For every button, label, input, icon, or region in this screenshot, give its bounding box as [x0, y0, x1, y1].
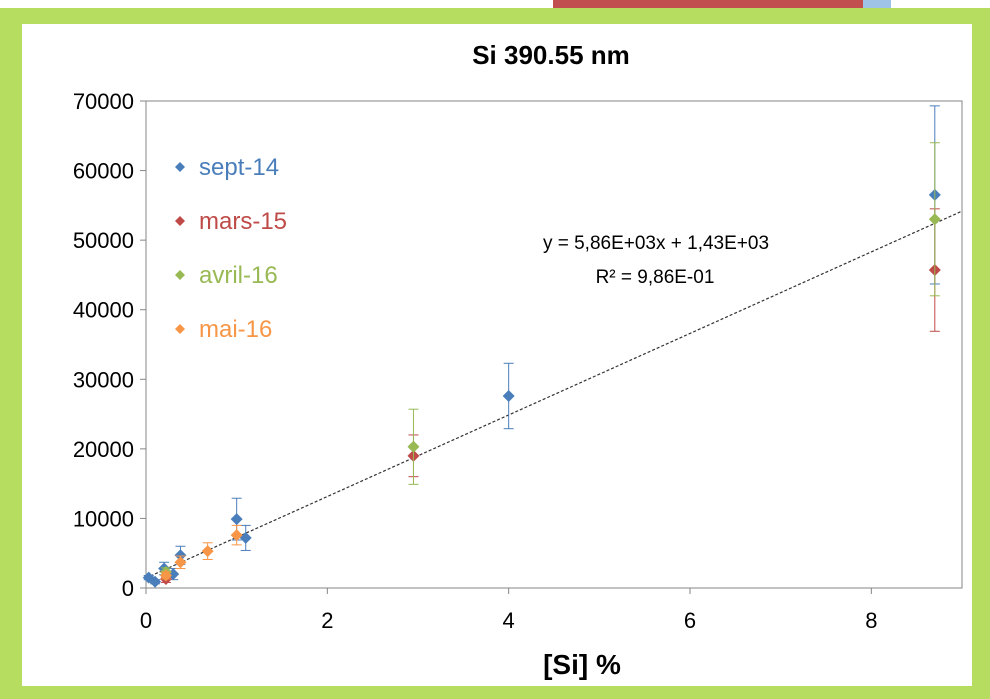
chart-area: Si 390.55 nm 0 10000 20000 30000 40000 50000 6…: [22, 24, 972, 686]
trendline: [150, 210, 963, 577]
y-tick-label: 40000: [73, 298, 134, 323]
chart-title: Si 390.55 nm: [472, 40, 630, 70]
data-point: [239, 531, 252, 544]
data-point: [149, 575, 162, 588]
legend-marker: [175, 162, 185, 172]
legend-label: mai-16: [199, 316, 272, 343]
plot-border: [145, 100, 963, 589]
legend-marker: [175, 216, 185, 226]
legend-label: sept-14: [199, 154, 279, 181]
data-point: [407, 440, 420, 453]
legend-marker: [175, 324, 185, 334]
top-bar-red: [553, 0, 863, 8]
legend-label: avril-16: [199, 262, 278, 289]
x-tick-label: 4: [503, 608, 515, 633]
data-point: [174, 556, 187, 569]
x-tick-label: 2: [321, 608, 333, 633]
trendline-equation: y = 5,86E+03x + 1,43E+03: [543, 233, 769, 254]
y-tick-label: 50000: [73, 228, 134, 253]
legend-marker: [175, 270, 185, 280]
x-tick-label: 0: [140, 608, 152, 633]
y-tick-label: 70000: [73, 89, 134, 114]
data-point: [201, 545, 214, 558]
y-tick-label: 60000: [73, 159, 134, 184]
x-tick-label: 8: [865, 608, 877, 633]
y-tick-label: 0: [122, 576, 134, 601]
y-tick-label: 30000: [73, 367, 134, 392]
data-point: [230, 529, 243, 542]
scatter-chart: Si 390.55 nm 0 10000 20000 30000 40000 50000 6…: [73, 40, 963, 680]
x-axis-label: [Si] %: [543, 649, 621, 680]
y-tick-label: 20000: [73, 437, 134, 462]
y-tick-label: 10000: [73, 506, 134, 531]
data-point: [230, 513, 243, 526]
x-tick-label: 6: [684, 608, 696, 633]
top-bar-blue: [863, 0, 891, 8]
data-point: [174, 549, 187, 562]
r-squared-label: R² = 9,86E-01: [596, 267, 715, 288]
data-point: [502, 389, 515, 402]
legend-label: mars-15: [199, 208, 287, 235]
data-point: [928, 213, 941, 226]
data-point: [159, 569, 172, 582]
